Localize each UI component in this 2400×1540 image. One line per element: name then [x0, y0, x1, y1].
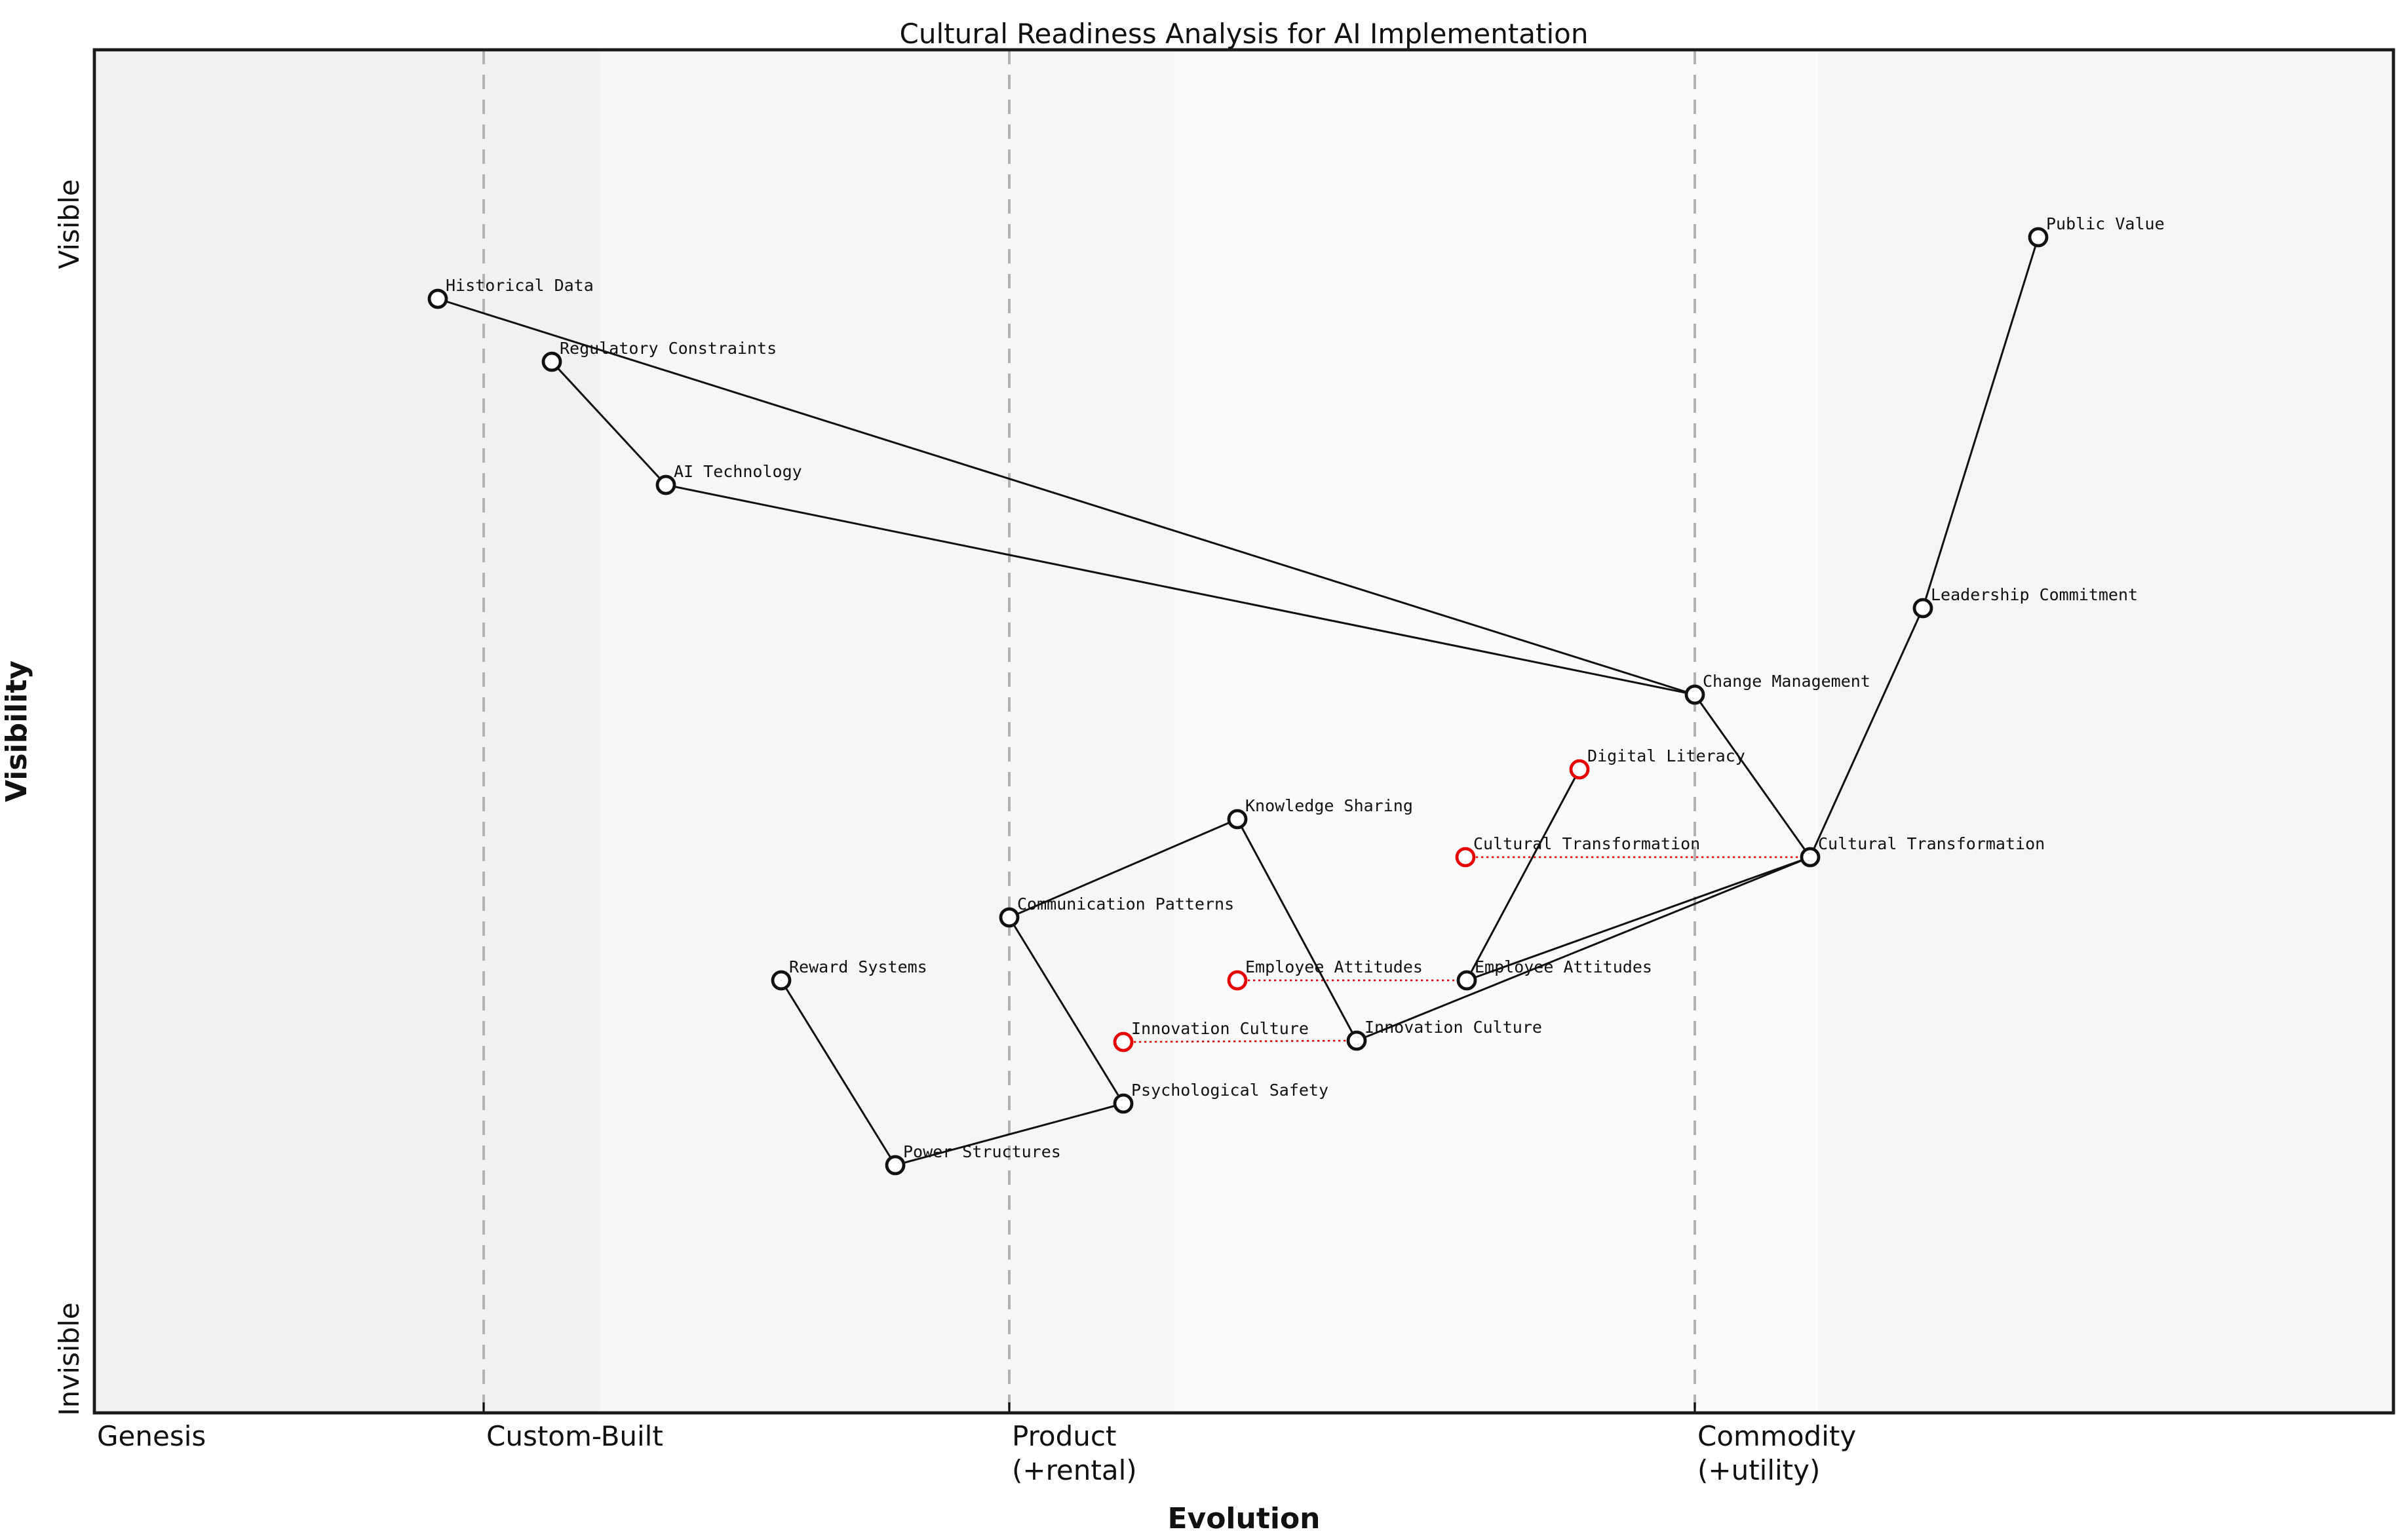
node-label-public-value: Public Value	[2046, 214, 2165, 233]
node-innovation-culture	[1346, 1030, 1367, 1051]
node-label-reward-systems: Reward Systems	[789, 957, 927, 976]
node-digital-literacy	[1569, 759, 1590, 780]
node-regulatory-constraints	[541, 351, 562, 372]
stage-label-custom-built: Custom-Built	[486, 1420, 663, 1452]
stage-label-product: Product	[1012, 1420, 1116, 1452]
chart-title: Cultural Readiness Analysis for AI Imple…	[899, 18, 1589, 50]
edge-communication-patterns--knowledge-sharing	[1009, 818, 1238, 919]
node-label-change-management: Change Management	[1703, 672, 1870, 691]
edge-communication-patterns--psychological-safety	[1008, 917, 1125, 1104]
node-power-structures	[885, 1155, 906, 1176]
node-leadership-commitment	[1912, 598, 1933, 619]
node-label-innovation-culture: Innovation Culture	[1365, 1018, 1542, 1037]
y-tick-visible: Visible	[53, 179, 85, 269]
edge-change-management--cultural-transformation	[1694, 694, 1811, 858]
node-communication-patterns	[999, 907, 1020, 928]
y-axis-title: Visibility	[0, 661, 33, 802]
y-tick-invisible: Invisible	[53, 1302, 85, 1415]
edge-regulatory-constraints--ai-technology	[551, 360, 667, 486]
node-label-psychological-safety: Psychological Safety	[1131, 1081, 1328, 1100]
edge-psychological-safety--power-structures	[895, 1102, 1124, 1166]
edge-leadership-commitment--public-value	[1922, 237, 2040, 609]
plot-background	[600, 50, 1175, 1413]
x-axis-title: Evolution	[1167, 1502, 1320, 1535]
node-label-knowledge-sharing: Knowledge Sharing	[1245, 796, 1413, 815]
node-innovation-culture-start	[1113, 1031, 1134, 1052]
node-label-employee-attitudes: Employee Attitudes	[1475, 957, 1652, 976]
node-label-power-structures: Power Structures	[903, 1142, 1061, 1161]
stage-label-commodity: Commodity	[1697, 1420, 1856, 1452]
node-knowledge-sharing	[1227, 809, 1248, 830]
node-psychological-safety	[1113, 1093, 1134, 1114]
movement-line	[1123, 1039, 1357, 1043]
node-label-historical-data: Historical Data	[446, 276, 594, 295]
plot-border	[92, 48, 2395, 1415]
edge-power-structures--reward-systems	[780, 980, 897, 1166]
node-employee-attitudes-start	[1227, 970, 1248, 991]
node-label-cultural-transformation: Cultural Transformation	[1818, 834, 2045, 853]
node-public-value	[2028, 227, 2049, 248]
node-ai-technology	[655, 474, 676, 495]
node-label-ai-technology: AI Technology	[674, 462, 802, 481]
node-label-cultural-transformation-start: Cultural Transformation	[1473, 834, 1700, 853]
plot-background	[1174, 50, 1819, 1413]
node-historical-data	[427, 288, 448, 309]
plot-background	[1819, 50, 2393, 1413]
node-cultural-transformation	[1800, 847, 1821, 868]
node-label-leadership-commitment: Leadership Commitment	[1931, 585, 2138, 604]
stage-label-genesis: Genesis	[97, 1420, 206, 1452]
node-employee-attitudes	[1456, 970, 1477, 991]
edge-digital-literacy--employee-attitudes	[1465, 769, 1581, 981]
node-label-communication-patterns: Communication Patterns	[1017, 895, 1234, 914]
plot-background	[94, 50, 600, 1413]
node-label-regulatory-constraints: Regulatory Constraints	[560, 339, 777, 358]
node-label-digital-literacy: Digital Literacy	[1587, 746, 1745, 765]
edge-innovation-culture--cultural-transformation	[1356, 856, 1811, 1042]
node-reward-systems	[771, 970, 792, 991]
node-cultural-transformation-start	[1455, 847, 1476, 868]
edge-cultural-transformation--leadership-commitment	[1809, 607, 1924, 858]
edge-historical-data--change-management	[437, 298, 1695, 696]
edge-ai-technology--change-management	[665, 484, 1695, 696]
node-label-innovation-culture-start: Innovation Culture	[1131, 1019, 1309, 1038]
edge-knowledge-sharing--innovation-culture	[1236, 818, 1358, 1041]
stage-sublabel: (+rental)	[1012, 1454, 1137, 1486]
edge-employee-attitudes--cultural-transformation	[1466, 856, 1811, 982]
stage-sublabel: (+utility)	[1697, 1454, 1820, 1486]
node-label-employee-attitudes-start: Employee Attitudes	[1245, 957, 1423, 976]
node-change-management	[1684, 684, 1705, 705]
